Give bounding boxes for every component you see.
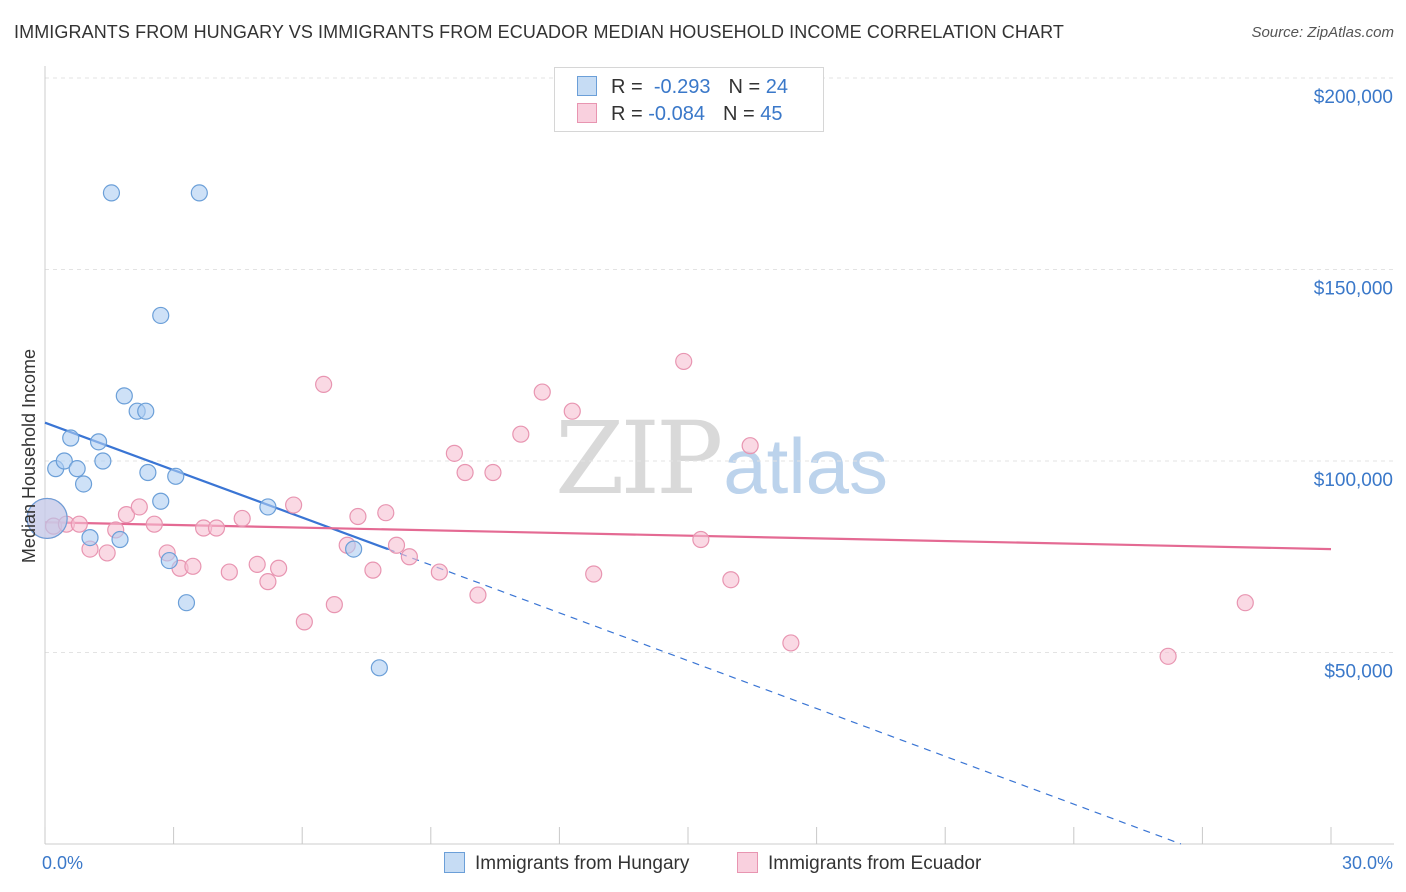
ecuador-point xyxy=(315,375,333,393)
hungary-point xyxy=(89,433,108,451)
ecuador-point xyxy=(782,634,800,652)
ecuador-point xyxy=(484,463,502,482)
ecuador-point xyxy=(220,563,238,581)
ecuador-point xyxy=(117,506,136,524)
x-tick-label: 0.0% xyxy=(42,853,83,873)
ecuador-point xyxy=(98,544,116,562)
zipatlas-watermark: ZIPatlas xyxy=(555,400,888,517)
hungary-point xyxy=(81,528,99,547)
n-value: 24 xyxy=(765,76,789,98)
hungary-point xyxy=(160,551,178,570)
ecuador-point xyxy=(533,383,551,401)
ecuador-point xyxy=(430,563,448,581)
hungary-point xyxy=(74,475,93,493)
hungary-swatch xyxy=(577,76,597,96)
ecuador-point xyxy=(675,352,693,371)
ecuador-point xyxy=(259,573,277,591)
y-axis-label: Median Household Income xyxy=(19,349,39,563)
n-label: N = xyxy=(722,103,755,125)
ecuador-swatch xyxy=(577,103,597,123)
ecuador-point xyxy=(349,507,367,526)
r-value: -0.084 xyxy=(648,103,705,125)
hungary-point xyxy=(177,594,196,612)
hungary-point xyxy=(167,467,185,485)
correlation-legend: R = -0.293 N = 24 R = -0.084 N = 45 xyxy=(554,67,824,132)
watermark-atlas: atlas xyxy=(723,422,889,510)
y-tick-label: $200,000 xyxy=(1314,87,1393,108)
chart-title: IMMIGRANTS FROM HUNGARY VS IMMIGRANTS FR… xyxy=(14,22,1064,42)
y-tick-label: $100,000 xyxy=(1314,470,1393,491)
ecuador-point xyxy=(741,437,759,455)
hungary-point xyxy=(102,184,121,202)
watermark-zip: ZIP xyxy=(555,400,723,517)
n-value: 45 xyxy=(760,103,783,125)
hungary-trend-extension xyxy=(387,548,1182,845)
ecuador-point xyxy=(387,536,406,554)
ecuador-point xyxy=(563,402,581,420)
ecuador-point xyxy=(469,586,487,604)
ecuador-point xyxy=(585,565,603,583)
ecuador-point xyxy=(270,559,288,577)
legend-row-ecuador: R = -0.084 N = 45 xyxy=(577,103,782,129)
hungary-point xyxy=(345,540,363,558)
ecuador-point xyxy=(248,555,266,574)
ecuador-point xyxy=(377,504,395,522)
ecuador-point xyxy=(295,613,313,631)
hungary-point xyxy=(152,306,170,325)
ecuador-legend-label: Immigrants from Ecuador xyxy=(768,853,982,874)
trend-lines xyxy=(44,421,1332,845)
legend-item-hungary: Immigrants from Hungary xyxy=(444,852,689,878)
hungary-legend-swatch xyxy=(444,852,465,873)
grid-lines xyxy=(45,77,1394,653)
data-points xyxy=(26,184,1254,677)
r-value: -0.293 xyxy=(653,76,711,98)
hungary-point xyxy=(137,402,155,420)
ecuador-trend-line xyxy=(44,521,1332,551)
n-label: N = xyxy=(728,76,761,98)
x-tick-label: 30.0% xyxy=(1342,853,1393,873)
ecuador-legend-swatch xyxy=(737,852,758,873)
ecuador-point xyxy=(70,515,88,533)
ecuador-point xyxy=(145,515,163,533)
ecuador-point xyxy=(445,444,463,462)
ecuador-point xyxy=(512,425,530,443)
legend-row-hungary: R = -0.293 N = 24 xyxy=(577,76,788,102)
r-label: R = xyxy=(611,76,643,98)
ecuador-point xyxy=(692,530,710,549)
hungary-point xyxy=(139,463,157,482)
axis-labels: $50,000 $100,000 $150,000 $200,000 0.0% 30.0%… xyxy=(19,87,1393,873)
ecuador-point xyxy=(400,548,418,566)
ecuador-point xyxy=(130,498,148,516)
ecuador-point xyxy=(184,557,202,575)
hungary-point xyxy=(115,387,133,405)
ecuador-point xyxy=(285,496,303,514)
ecuador-point xyxy=(1236,594,1254,612)
y-tick-label: $150,000 xyxy=(1314,279,1393,300)
hungary-legend-label: Immigrants from Hungary xyxy=(475,853,690,874)
legend-item-ecuador: Immigrants from Ecuador xyxy=(737,852,981,878)
hungary-point xyxy=(94,452,112,470)
hungary-point xyxy=(190,184,208,202)
ecuador-point xyxy=(325,596,343,614)
hungary-point xyxy=(152,492,170,510)
ecuador-point xyxy=(456,463,474,482)
ecuador-point xyxy=(1159,647,1177,665)
hungary-point xyxy=(55,452,73,470)
r-label: R = xyxy=(611,103,643,125)
hungary-point xyxy=(62,429,80,447)
source-credit: Source: ZipAtlas.com xyxy=(1251,24,1394,41)
hungary-point xyxy=(68,460,86,478)
ecuador-point xyxy=(233,509,251,528)
hungary-point xyxy=(370,659,388,677)
y-tick-label: $50,000 xyxy=(1324,662,1393,683)
hungary-point xyxy=(111,530,129,549)
hungary-point xyxy=(26,497,68,540)
axes xyxy=(44,66,1394,845)
ecuador-point xyxy=(364,561,382,579)
ecuador-point xyxy=(207,519,226,537)
ecuador-point xyxy=(722,571,740,589)
hungary-point xyxy=(259,498,277,516)
